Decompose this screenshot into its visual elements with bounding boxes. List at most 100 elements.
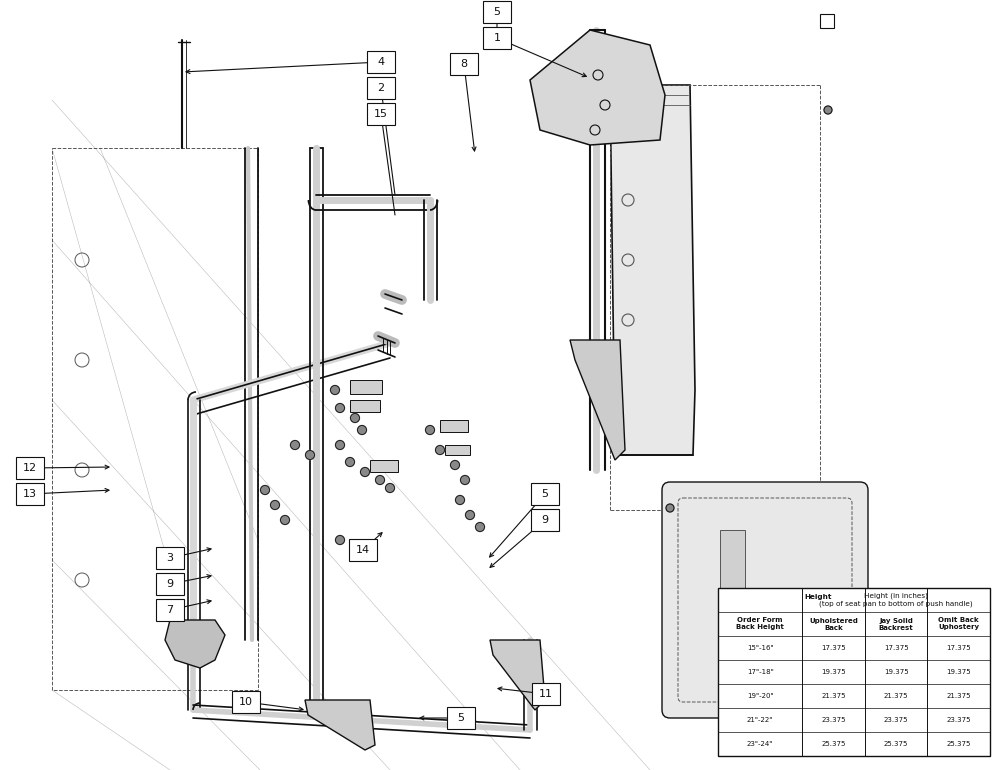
Bar [445, 445, 470, 455]
Text: 25.375: 25.375 [821, 741, 846, 747]
Circle shape [270, 500, 280, 510]
Text: 19"-20": 19"-20" [747, 693, 773, 699]
Text: 11: 11 [539, 689, 553, 699]
Text: 15"-16": 15"-16" [747, 645, 773, 651]
Text: 23.375: 23.375 [946, 717, 971, 723]
Polygon shape [165, 620, 225, 668]
Circle shape [456, 496, 464, 504]
Text: 25.375: 25.375 [884, 741, 908, 747]
Text: 4: 4 [377, 57, 385, 67]
Bar [16, 457, 44, 479]
Text: 10: 10 [239, 697, 253, 707]
Circle shape [426, 426, 434, 434]
Bar [370, 460, 398, 472]
Bar [367, 103, 395, 125]
Circle shape [466, 511, 475, 520]
Text: 17.375: 17.375 [946, 645, 971, 651]
Polygon shape [305, 700, 375, 750]
Text: 23.375: 23.375 [821, 717, 846, 723]
Text: 5: 5 [494, 7, 501, 17]
Text: 13: 13 [23, 489, 37, 499]
Circle shape [351, 413, 360, 423]
Bar [156, 599, 184, 621]
Text: 21.375: 21.375 [884, 693, 908, 699]
Bar [156, 573, 184, 595]
Circle shape [358, 426, 366, 434]
Text: 3: 3 [166, 553, 174, 563]
Circle shape [360, 467, 370, 477]
Text: 19.375: 19.375 [884, 669, 908, 675]
Polygon shape [490, 640, 545, 710]
Text: 23.375: 23.375 [884, 717, 908, 723]
Circle shape [346, 457, 354, 467]
Bar [447, 707, 475, 729]
Bar [349, 539, 377, 561]
Text: 5: 5 [542, 489, 548, 499]
Bar [531, 483, 559, 505]
Bar [720, 530, 745, 590]
Bar [820, 14, 834, 28]
Text: 14: 14 [356, 545, 370, 555]
Bar [718, 588, 990, 756]
Text: Height: Height [804, 594, 832, 600]
Bar [450, 53, 478, 75]
Text: 2: 2 [377, 83, 385, 93]
Text: 17"-18": 17"-18" [747, 669, 774, 675]
Text: 15: 15 [374, 109, 388, 119]
Text: Upholstered
Back: Upholstered Back [809, 618, 858, 631]
Text: Order Form
Back Height: Order Form Back Height [736, 618, 784, 631]
Text: 17.375: 17.375 [884, 645, 908, 651]
Text: 5: 5 [458, 713, 464, 723]
Text: 8: 8 [460, 59, 468, 69]
Circle shape [336, 403, 344, 413]
Text: 23"-24": 23"-24" [747, 741, 773, 747]
Text: 19.375: 19.375 [821, 669, 846, 675]
Text: 17.375: 17.375 [821, 645, 846, 651]
Text: Omit Back
Uphostery: Omit Back Uphostery [938, 618, 979, 631]
Circle shape [336, 535, 344, 544]
Circle shape [476, 523, 484, 531]
Circle shape [280, 515, 290, 524]
Bar [16, 483, 44, 505]
Text: Height (in inches)
(top of seat pan to bottom of push handle): Height (in inches) (top of seat pan to b… [819, 593, 973, 608]
Circle shape [824, 106, 832, 114]
Bar [367, 77, 395, 99]
Bar [367, 51, 395, 73]
Circle shape [450, 460, 460, 470]
Text: 21"-22": 21"-22" [747, 717, 773, 723]
Text: 21.375: 21.375 [821, 693, 846, 699]
Bar [483, 27, 511, 49]
Circle shape [330, 386, 340, 394]
Text: 9: 9 [541, 515, 549, 525]
Circle shape [260, 486, 270, 494]
Text: 12: 12 [23, 463, 37, 473]
Circle shape [666, 504, 674, 512]
Text: 7: 7 [166, 605, 174, 615]
Text: 1: 1 [494, 33, 501, 43]
Circle shape [351, 551, 360, 560]
FancyBboxPatch shape [662, 482, 868, 718]
Circle shape [376, 476, 384, 484]
Circle shape [436, 446, 444, 454]
Bar [483, 1, 511, 23]
Text: 19.375: 19.375 [946, 669, 971, 675]
Circle shape [290, 440, 300, 450]
Bar [350, 380, 382, 394]
Polygon shape [530, 30, 665, 145]
Bar [532, 683, 560, 705]
Polygon shape [570, 340, 625, 460]
Text: 25.375: 25.375 [947, 741, 971, 747]
Bar [531, 509, 559, 531]
Bar [156, 547, 184, 569]
Circle shape [386, 484, 394, 493]
Bar [350, 400, 380, 412]
Circle shape [306, 450, 314, 460]
Text: 21.375: 21.375 [946, 693, 971, 699]
Bar [440, 420, 468, 432]
Text: 9: 9 [166, 579, 174, 589]
Circle shape [336, 440, 344, 450]
Text: Jay Solid
Backrest: Jay Solid Backrest [879, 618, 914, 631]
Polygon shape [610, 85, 695, 455]
Bar [232, 691, 260, 713]
Circle shape [460, 476, 470, 484]
